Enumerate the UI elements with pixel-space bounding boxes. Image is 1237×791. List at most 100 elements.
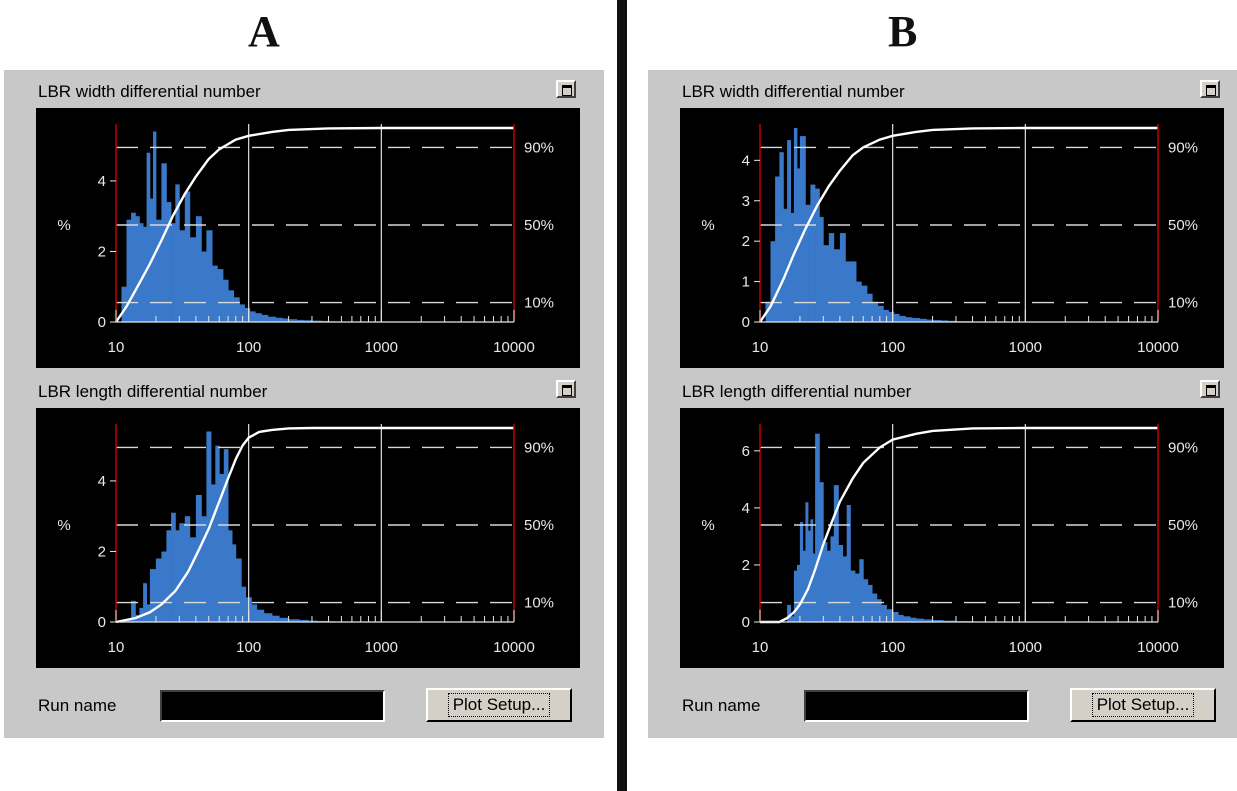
width-histogram-chart: 10 100 1000 10000 0 1 2 3 4% 10% 50% 90%: [701, 124, 1198, 356]
histogram-bar: [899, 315, 906, 322]
histogram-bar: [790, 212, 795, 322]
width-histogram-chart: 10 100 1000 10000 0 2 4% 10% 50% 90%: [57, 124, 554, 356]
y-tick-label: 0: [742, 614, 750, 631]
plot-title-length: LBR length differential number: [38, 382, 268, 401]
histogram-bar: [787, 140, 791, 322]
maximize-width-plot-button[interactable]: [1200, 80, 1220, 98]
histogram-bar: [155, 558, 162, 622]
histogram-bar: [171, 223, 176, 322]
plot-setup-button[interactable]: Plot Setup...: [1070, 688, 1216, 722]
run-name-input[interactable]: [160, 690, 385, 722]
maximize-width-plot-button[interactable]: [556, 80, 576, 98]
histogram-bar: [261, 314, 269, 322]
length-histogram-chart: 10 100 1000 10000 0 2 4% 10% 50% 90%: [57, 424, 554, 656]
histogram-bar: [838, 545, 844, 622]
histogram-bar: [810, 184, 816, 322]
histogram-bar: [212, 265, 218, 322]
y-tick-label: 2: [742, 233, 750, 250]
histogram-bar: [888, 311, 895, 322]
histogram-bar: [802, 550, 806, 622]
percent-tick-label: 10%: [524, 295, 554, 312]
maximize-length-plot-button[interactable]: [556, 380, 576, 398]
histogram-bar: [143, 583, 147, 622]
histogram-bar: [787, 604, 791, 622]
run-name-input[interactable]: [804, 690, 1029, 722]
y-axis-label: %: [57, 217, 70, 234]
x-tick-label: 1000: [365, 639, 398, 656]
histogram-bar: [282, 318, 289, 322]
histogram-bar: [845, 261, 851, 322]
x-tick-label: 10: [752, 339, 769, 356]
y-tick-label: 4: [742, 152, 750, 169]
histogram-bar: [808, 530, 811, 622]
x-tick-label: 10000: [493, 639, 535, 656]
plot-setup-label: Plot Setup...: [447, 693, 551, 717]
y-tick-label: 3: [742, 193, 750, 210]
percent-tick-label: 50%: [1168, 517, 1198, 534]
histogram-bar: [195, 495, 202, 622]
percent-tick-label: 90%: [524, 439, 554, 456]
histogram-bar: [288, 619, 300, 622]
histogram-bar: [256, 609, 265, 622]
histogram-bar: [867, 584, 873, 622]
x-tick-label: 10: [752, 639, 769, 656]
histogram-bar: [827, 550, 831, 622]
histogram-bar: [872, 593, 878, 622]
histogram-bar: [883, 309, 889, 322]
histogram-bar: [797, 564, 801, 622]
y-tick-label: 4: [98, 173, 106, 190]
histogram-bar: [135, 216, 140, 322]
histogram-bar: [916, 618, 924, 622]
histogram-bar: [228, 530, 233, 622]
histogram-bar: [823, 245, 830, 322]
histogram-bar: [940, 320, 949, 322]
x-tick-label: 10: [108, 339, 125, 356]
histogram-bar: [219, 473, 225, 622]
x-tick-label: 1000: [1009, 339, 1042, 356]
histogram-bar: [859, 559, 864, 622]
histogram-bar: [201, 251, 207, 322]
histogram-bar: [932, 320, 942, 322]
histogram-bar: [272, 615, 280, 622]
histogram-bar: [275, 317, 283, 322]
x-tick-label: 100: [236, 639, 261, 656]
x-tick-label: 100: [880, 639, 905, 656]
histogram-bar: [179, 523, 186, 622]
histogram-bar: [161, 163, 167, 322]
width-plot-area: 10 100 1000 10000 0 1 2 3 4% 10% 50% 90%: [680, 108, 1224, 368]
cumulative-curve: [115, 426, 514, 624]
histogram-bar: [217, 269, 224, 322]
plot-setup-button[interactable]: Plot Setup...: [426, 688, 572, 722]
histogram-bar: [121, 286, 127, 322]
histogram-bar: [872, 301, 878, 322]
histogram-bar: [810, 519, 814, 622]
histogram-bar: [943, 620, 957, 622]
histogram-bar: [881, 604, 887, 622]
histogram-bar: [856, 281, 862, 322]
histogram-bar: [823, 542, 828, 622]
histogram-bar: [215, 445, 220, 622]
maximize-length-plot-button[interactable]: [1200, 380, 1220, 398]
histogram-bar: [201, 516, 207, 622]
histogram-bar: [923, 619, 933, 622]
y-tick-label: 6: [742, 443, 750, 460]
x-tick-label: 10000: [493, 339, 535, 356]
x-tick-label: 10000: [1137, 639, 1179, 656]
histogram-bar: [775, 176, 780, 322]
histogram-bar: [805, 502, 809, 622]
length-plot-area: 10 100 1000 10000 0 2 4% 10% 50% 90%: [36, 408, 580, 668]
y-tick-label: 2: [742, 557, 750, 574]
histogram-bar: [312, 320, 322, 322]
cumulative-curve: [759, 126, 1158, 323]
histogram-bar: [877, 305, 884, 322]
plot-title-length: LBR length differential number: [682, 382, 912, 401]
panel-a-window: LBR width differential number 10 100 1000 1…: [4, 70, 604, 738]
histogram-bar: [279, 617, 289, 622]
figure-divider: [617, 0, 627, 791]
histogram-bar: [886, 609, 894, 622]
histogram-bar: [919, 318, 927, 322]
histogram-bar: [903, 616, 911, 622]
histogram-bar: [223, 449, 229, 622]
histogram-bar: [799, 136, 806, 322]
histogram-bar: [228, 290, 234, 322]
